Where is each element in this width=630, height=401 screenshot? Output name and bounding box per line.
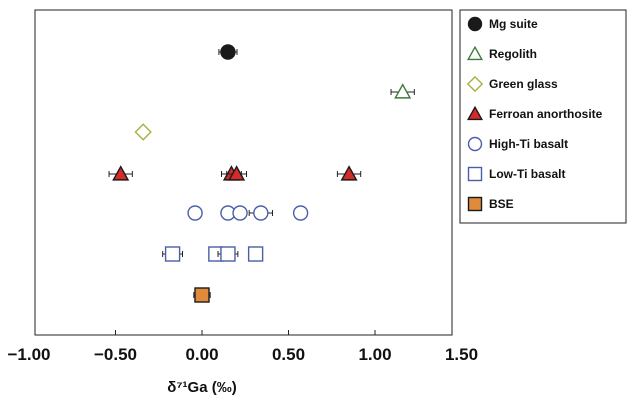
legend-label: Mg suite [489, 17, 538, 31]
series-high-ti-basalt [187, 205, 309, 221]
plot-area [34, 9, 453, 336]
data-point [220, 246, 236, 262]
legend: Mg suite Regolith Green glass Ferroan anort… [459, 9, 627, 224]
series-regolith [390, 83, 415, 99]
data-point [394, 83, 412, 99]
x-tick-label: 1.50 [445, 345, 478, 364]
legend-label: Ferroan anorthosite [489, 107, 603, 121]
plot-frame [34, 9, 453, 336]
x-tick-label: 0.50 [272, 345, 305, 364]
x-tick-label: 0.00 [185, 345, 218, 364]
legend-label: Green glass [489, 77, 558, 91]
series-green-glass [134, 123, 152, 141]
data-point [340, 165, 358, 181]
data-point [187, 205, 203, 221]
x-axis-title: δ⁷¹Ga (‰) [167, 379, 236, 396]
x-tick-label: −1.00 [7, 345, 50, 364]
x-tick-label: 1.00 [358, 345, 391, 364]
data-point [194, 287, 210, 303]
legend-swatch [467, 16, 483, 32]
legend-swatch [467, 196, 483, 212]
legend-frame [459, 9, 627, 224]
x-tick-label: −0.50 [94, 345, 137, 364]
legend-swatch [466, 75, 484, 93]
data-point [247, 246, 264, 262]
data-point [164, 246, 181, 262]
legend-label: High-Ti basalt [489, 137, 568, 151]
series-low-ti-basalt [162, 246, 264, 262]
series-bse [193, 287, 211, 303]
legend-swatch [466, 45, 484, 61]
legend-label: Low-Ti basalt [489, 167, 565, 181]
x-axis: −1.00 −0.50 0.00 0.50 1.00 1.50 [7, 330, 478, 364]
series-ferroan-anorthosite [108, 165, 362, 181]
data-point [232, 205, 248, 221]
series-mg-suite [218, 44, 238, 60]
data-point [220, 44, 236, 60]
data-point [112, 165, 130, 181]
data-point [134, 123, 152, 141]
legend-label: Regolith [489, 47, 537, 61]
data-point [253, 205, 269, 221]
legend-swatch [467, 136, 483, 152]
legend-label: BSE [489, 197, 514, 211]
data-point [292, 205, 309, 221]
legend-swatch [467, 166, 483, 182]
legend-swatch [466, 105, 484, 121]
data-point [228, 165, 246, 181]
